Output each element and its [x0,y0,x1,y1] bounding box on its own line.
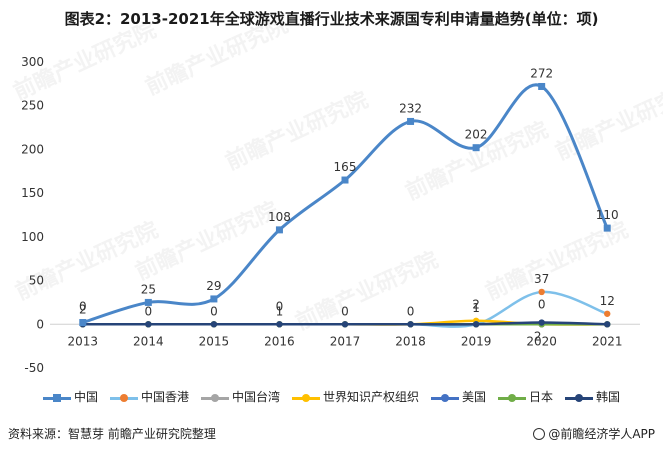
data-label: 1 [472,301,480,315]
chart-legend: 中国 中国香港 中国台湾 世界知识产权组织 美国 日本 韩国 [0,388,663,405]
legend-item: 中国 [42,388,98,405]
data-label: 25 [141,282,156,296]
y-tick-label: 150 [21,186,44,200]
chart-title: 图表2：2013-2021年全球游戏直播行业技术来源国专利申请量趋势(单位：项) [64,10,599,28]
data-point [538,319,545,326]
data-label: 0 [210,304,218,318]
data-point [144,298,152,306]
brand-text: @前瞻经济学人APP [548,427,655,441]
x-tick-label: 2017 [330,334,361,348]
data-point [341,321,349,328]
legend-swatch [498,393,527,403]
legend-item: 韩国 [565,388,620,405]
data-label: 2 [79,303,87,317]
brand-credit: @前瞻经济学人APP [533,425,655,442]
data-label: 2 [534,329,542,343]
data-point [407,321,414,328]
data-point [145,321,152,328]
legend-label: 中国 [73,390,98,404]
watermark-text: 前瞻产业研究院 [142,12,293,101]
data-point [210,321,218,328]
watermark-text: 前瞻产业研究院 [292,247,443,336]
legend-label: 中国香港 [140,390,189,404]
data-label: 0 [79,299,87,313]
data-label: 0 [407,304,415,318]
data-label: 165 [334,160,357,174]
data-label: 0 [341,304,349,318]
x-tick-label: 2015 [199,334,230,348]
y-tick-label: 100 [21,230,44,244]
data-point [407,117,415,125]
data-label: 110 [596,208,619,222]
data-point [79,319,87,327]
y-tick-label: 200 [21,142,44,156]
legend-item: 中国香港 [109,388,189,405]
data-label: 232 [399,101,422,115]
brand-logo-icon [533,428,546,440]
legend-label: 世界知识产权组织 [322,390,419,404]
data-point [538,82,546,90]
data-label: 108 [268,210,291,224]
data-point [472,144,480,152]
data-label: 0 [145,304,153,318]
y-tick-label: -50 [24,361,44,375]
legend-item: 美国 [431,388,486,405]
legend-label: 日本 [529,390,554,404]
legend-swatch [565,393,594,403]
data-point [472,321,480,328]
data-label: 272 [530,66,553,80]
data-label: 0 [276,299,284,313]
data-point [210,295,218,303]
data-label: 0 [538,298,546,312]
legend-label: 韩国 [596,390,621,404]
data-label: 12 [600,294,615,308]
data-point [604,321,611,328]
watermark-text: 前瞻产业研究院 [552,77,663,166]
legend-item: 日本 [498,388,553,405]
y-tick-label: 250 [21,99,44,113]
x-tick-label: 2013 [68,334,99,348]
data-label: 29 [206,279,221,293]
data-point [604,310,611,317]
legend-swatch [291,393,320,403]
data-point [275,226,283,234]
y-tick-label: 50 [29,274,44,288]
legend-swatch [109,393,138,403]
x-tick-label: 2018 [395,334,426,348]
legend-swatch [431,393,459,403]
data-point [538,288,545,296]
x-tick-label: 2020 [526,334,557,348]
data-label: 37 [534,272,549,286]
legend-label: 中国台湾 [231,390,280,404]
legend-label: 美国 [462,390,487,404]
x-tick-label: 2019 [461,334,492,348]
y-tick-label: 0 [36,317,44,331]
legend-item: 世界知识产权组织 [291,388,419,405]
y-tick-label: 300 [21,55,44,69]
data-label: 2 [472,298,480,312]
data-point [603,224,611,232]
data-label: 202 [465,128,488,142]
data-point [276,321,283,328]
data-label: 1 [276,304,284,318]
x-tick-label: 2021 [592,334,623,348]
legend-item: 中国台湾 [200,388,280,405]
legend-swatch [200,393,229,403]
legend-swatch [42,393,71,403]
x-tick-label: 2016 [264,334,295,348]
source-note: 资料来源：智慧芽 前瞻产业研究院整理 [8,427,216,441]
x-tick-label: 2014 [133,334,164,348]
data-point [341,176,349,184]
